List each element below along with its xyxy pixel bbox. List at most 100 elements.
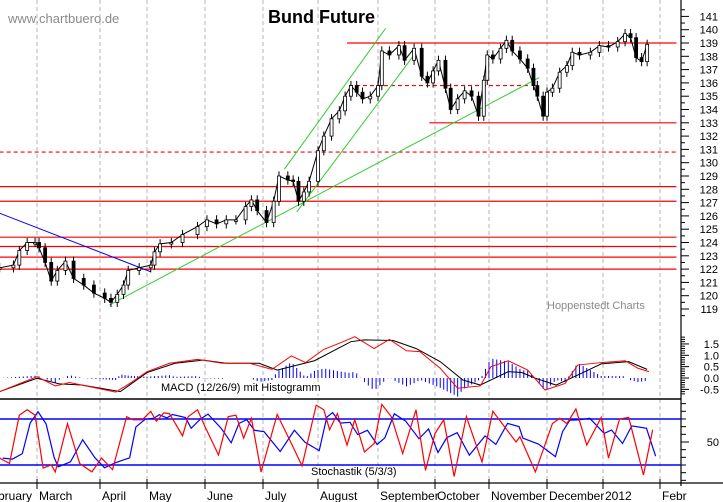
price-candle xyxy=(436,59,441,72)
price-candle xyxy=(588,51,593,56)
price-candle xyxy=(518,50,522,60)
stoch-label: Stochastik (5/3/3) xyxy=(311,466,397,478)
price-tick-label: 138 xyxy=(700,51,718,63)
month-label: February xyxy=(0,489,32,502)
price-tick-label: 135 xyxy=(700,91,718,103)
price-candle xyxy=(255,199,260,211)
price-candle xyxy=(469,90,474,97)
price-candle xyxy=(115,293,120,303)
macd-tick-label: 1.5 xyxy=(704,339,719,351)
price-candle xyxy=(25,242,30,251)
macd-line xyxy=(0,336,650,393)
green-trendline xyxy=(296,52,417,213)
month-label: November xyxy=(491,489,546,502)
price-candle xyxy=(485,54,490,81)
price-tick-label: 121 xyxy=(700,277,718,289)
price-candle xyxy=(316,150,320,182)
month-label: August xyxy=(320,489,358,502)
price-candle xyxy=(321,135,326,152)
price-candle xyxy=(354,85,359,93)
price-candle xyxy=(126,270,131,286)
price-candle xyxy=(307,180,312,193)
price-candle xyxy=(639,57,644,63)
macd-tick-label: 0.5 xyxy=(704,362,719,374)
price-candle xyxy=(545,91,549,117)
price-candle xyxy=(0,267,2,270)
price-candle xyxy=(577,51,582,56)
price-tick-label: 129 xyxy=(700,171,718,183)
price-candle xyxy=(425,75,430,84)
price-candle xyxy=(368,95,373,100)
price-candle xyxy=(224,219,229,225)
price-candle xyxy=(301,191,306,202)
price-candle xyxy=(249,199,254,207)
month-label: September xyxy=(380,489,439,502)
month-label: July xyxy=(265,489,286,502)
price-candle xyxy=(379,50,384,86)
price-candle xyxy=(557,71,562,89)
price-candle xyxy=(71,260,76,279)
price-candle xyxy=(376,85,380,97)
macd-label: MACD (12/26/9) mit Histogramm xyxy=(161,382,321,394)
price-tick-label: 120 xyxy=(700,291,718,303)
price-candle xyxy=(296,180,301,202)
price-candle xyxy=(33,242,37,245)
price-tick-label: 123 xyxy=(700,251,718,263)
price-candle xyxy=(109,297,113,303)
price-candle xyxy=(645,43,650,63)
price-candle xyxy=(234,219,238,222)
month-label: Febr xyxy=(662,489,687,502)
month-label: October xyxy=(437,489,480,502)
price-tick-label: 137 xyxy=(700,65,718,77)
price-candle xyxy=(343,95,347,112)
price-candle xyxy=(37,242,41,249)
price-candle xyxy=(195,226,200,235)
price-candle xyxy=(412,47,417,61)
price-tick-label: 134 xyxy=(700,105,718,117)
price-tick-label: 127 xyxy=(700,198,718,210)
price-candle xyxy=(623,33,627,43)
price-candle xyxy=(81,278,86,286)
price-candle xyxy=(43,247,48,263)
price-candle xyxy=(180,234,185,243)
macd-tick-label: 0.0 xyxy=(704,373,719,385)
price-candle xyxy=(214,219,219,225)
stoch-d-line xyxy=(2,410,657,469)
price-candle xyxy=(271,200,276,223)
price-tick-label: 125 xyxy=(700,224,718,236)
price-tick-label: 133 xyxy=(700,118,718,130)
price-candle xyxy=(277,175,281,202)
price-candle xyxy=(121,284,126,295)
price-candle xyxy=(396,45,401,56)
stoch-tick-label: 50 xyxy=(707,437,719,449)
price-candle xyxy=(443,59,448,89)
blue-trendline xyxy=(0,212,151,273)
price-candle xyxy=(550,87,555,93)
price-candle xyxy=(606,45,611,48)
price-candle xyxy=(481,79,486,117)
price-candle xyxy=(137,267,142,271)
price-candle xyxy=(11,264,16,269)
price-candle xyxy=(205,219,209,227)
price-candle xyxy=(285,175,290,181)
chart-title: Bund Future xyxy=(268,7,375,27)
price-tick-label: 131 xyxy=(700,144,718,156)
price-candle xyxy=(49,262,54,282)
price-candle xyxy=(337,110,342,120)
price-candle xyxy=(541,95,546,117)
macd-tick-label: -0.5 xyxy=(700,384,719,396)
price-candle xyxy=(92,284,96,294)
price-candle xyxy=(169,242,174,245)
month-label: May xyxy=(149,489,172,502)
month-label: March xyxy=(39,489,72,502)
price-tick-label: 140 xyxy=(700,25,718,37)
price-tick-label: 126 xyxy=(700,211,718,223)
price-candle xyxy=(419,47,424,77)
watermark: www.chartbuero.de xyxy=(8,11,120,26)
price-candle xyxy=(455,98,460,110)
price-tick-label: 132 xyxy=(700,131,718,143)
price-candle xyxy=(504,39,509,49)
price-candle xyxy=(628,33,633,39)
price-tick-label: 136 xyxy=(700,78,718,90)
